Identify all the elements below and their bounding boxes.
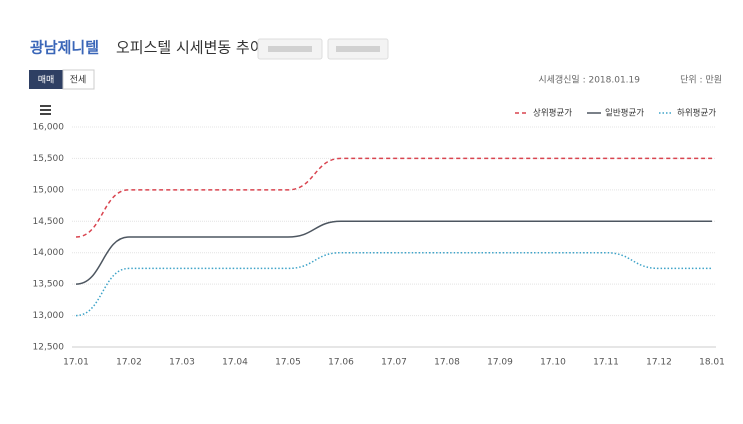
- y-tick-label: 15,500: [33, 154, 65, 164]
- tab-active[interactable]: [29, 70, 63, 89]
- x-tick-label: 17.01: [63, 358, 89, 368]
- y-tick-label: 15,000: [33, 185, 65, 195]
- x-tick-label: 17.03: [169, 358, 195, 368]
- x-tick-label: 17.08: [434, 358, 460, 368]
- x-tick-label: 17.05: [275, 358, 301, 368]
- y-tick-label: 13,500: [33, 280, 65, 290]
- y-tick-label: 13,000: [33, 311, 65, 321]
- x-tick-label: 17.04: [222, 358, 248, 368]
- tab-label[interactable]: 전세: [70, 75, 87, 86]
- y-tick-label: 16,000: [33, 123, 65, 133]
- x-tick-label: 17.11: [593, 358, 619, 368]
- x-tick-label: 17.09: [487, 358, 513, 368]
- x-tick-label: 17.10: [540, 358, 566, 368]
- y-tick-label: 14,000: [33, 248, 65, 258]
- x-tick-label: 18.01: [699, 358, 725, 368]
- tag-blur: [336, 46, 380, 52]
- title-name: 광남제니텔: [30, 39, 99, 57]
- x-tick-label: 17.02: [116, 358, 142, 368]
- legend-label: 일반평균가: [605, 108, 644, 119]
- menu-icon[interactable]: [40, 105, 51, 115]
- tag-blur: [268, 46, 312, 52]
- y-tick-label: 12,500: [33, 343, 65, 353]
- y-tick-label: 14,500: [33, 217, 65, 227]
- series-line: [75, 220, 712, 285]
- tab-label[interactable]: 매매: [38, 75, 55, 86]
- unit: 단위 : 만원: [680, 75, 722, 86]
- updated: 시세갱신일 : 2018.01.19: [538, 75, 640, 86]
- tab[interactable]: [62, 69, 95, 90]
- x-tick-label: 17.07: [381, 358, 407, 368]
- legend-label: 상위평균가: [533, 108, 572, 119]
- title-rest: 오피스텔 시세변동 추이: [116, 39, 264, 57]
- x-tick-label: 17.12: [646, 358, 672, 368]
- legend-label: 하위평균가: [677, 108, 716, 119]
- x-tick-label: 17.06: [328, 358, 354, 368]
- series-line: [75, 157, 712, 238]
